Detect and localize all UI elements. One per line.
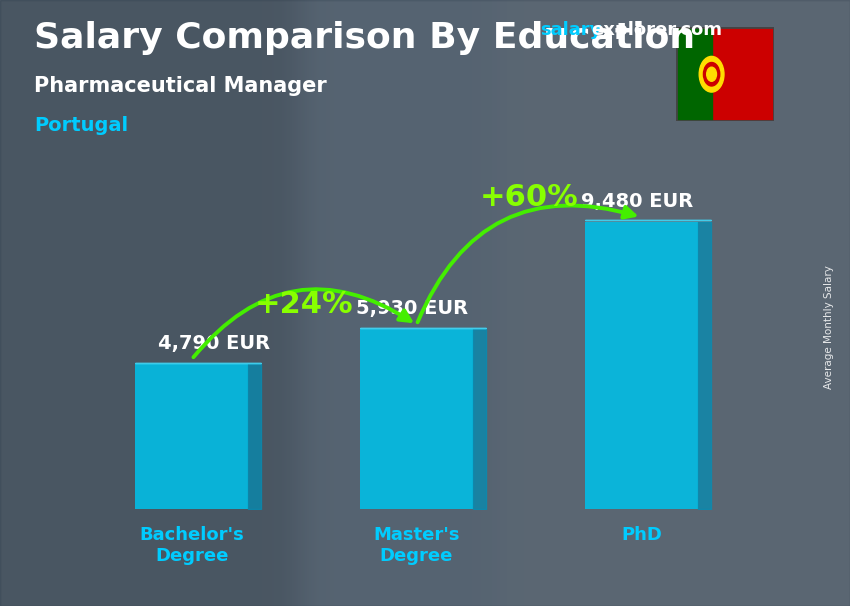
Text: Portugal: Portugal <box>34 116 128 135</box>
Circle shape <box>706 67 717 81</box>
Circle shape <box>700 56 724 92</box>
Bar <box>360 330 473 509</box>
Text: explorer.com: explorer.com <box>591 21 722 39</box>
Text: Average Monthly Salary: Average Monthly Salary <box>824 265 834 389</box>
Text: salary: salary <box>540 21 601 39</box>
Bar <box>585 222 698 509</box>
Text: 4,790 EUR: 4,790 EUR <box>158 335 270 353</box>
Text: Salary Comparison By Education: Salary Comparison By Education <box>34 21 695 55</box>
Text: +60%: +60% <box>479 183 578 211</box>
Text: 9,480 EUR: 9,480 EUR <box>581 192 693 211</box>
Text: +24%: +24% <box>255 290 354 319</box>
Text: Pharmaceutical Manager: Pharmaceutical Manager <box>34 76 326 96</box>
Circle shape <box>704 62 720 86</box>
Bar <box>676 27 711 121</box>
Text: 5,930 EUR: 5,930 EUR <box>356 299 468 318</box>
Bar <box>135 364 248 509</box>
